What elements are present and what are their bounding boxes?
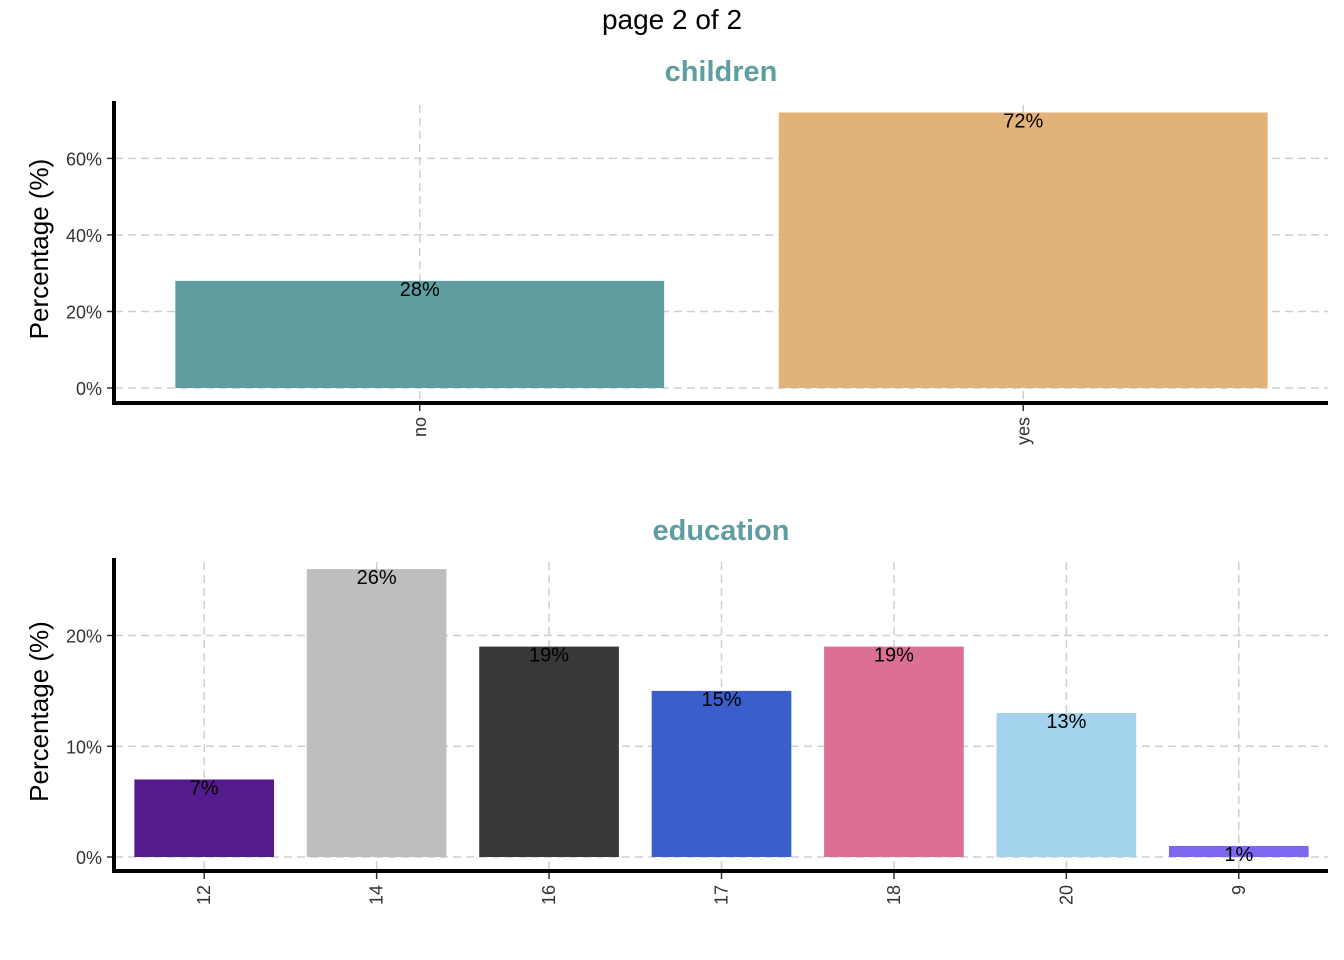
- bar-no: [175, 280, 665, 388]
- data-label-12: 7%: [190, 777, 219, 799]
- data-label-20: 13%: [1046, 711, 1086, 733]
- page-title: page 2 of 2: [601, 4, 743, 35]
- bar-17: [651, 690, 792, 857]
- y-axis-title: Percentage (%): [24, 159, 54, 340]
- y-tick-label: 20%: [66, 302, 102, 322]
- y-tick-label: 0%: [76, 848, 102, 868]
- y-tick-label: 20%: [66, 627, 102, 647]
- data-label-16: 19%: [529, 645, 569, 667]
- x-tick-label-12: 12: [194, 885, 214, 905]
- bar-16: [479, 646, 619, 857]
- x-tick-label-20: 20: [1056, 885, 1076, 905]
- x-tick-label-14: 14: [367, 885, 387, 905]
- x-tick-label-16: 16: [539, 885, 559, 905]
- x-tick-label-17: 17: [712, 885, 732, 905]
- x-tick-label-9: 9: [1229, 885, 1249, 895]
- data-label-18: 19%: [874, 645, 914, 667]
- bar-12: [134, 779, 275, 857]
- data-label-14: 26%: [357, 567, 397, 589]
- panel-title-children: children: [665, 56, 778, 88]
- bar-14: [306, 569, 447, 857]
- data-label-17: 15%: [701, 689, 741, 711]
- bar-20: [996, 713, 1137, 857]
- bar-yes: [778, 112, 1268, 388]
- y-tick-label: 0%: [76, 379, 102, 399]
- y-tick-label: 40%: [66, 226, 102, 246]
- x-tick-label-yes: yes: [1013, 417, 1033, 445]
- data-label-no: 28%: [400, 279, 440, 301]
- bar-18: [824, 646, 964, 857]
- x-tick-label-no: no: [410, 417, 430, 437]
- education-panel: education 7% 26% 19% 15% 19% 13% 1% 0% 10% 20% 12 14…: [24, 515, 1328, 905]
- axis-lines: [112, 101, 1328, 405]
- y-tick-label: 10%: [66, 737, 102, 757]
- bar-9: [1168, 845, 1309, 857]
- panel-title-education: education: [653, 515, 790, 547]
- axis-lines: [112, 558, 1328, 873]
- data-label-yes: 72%: [1003, 110, 1043, 132]
- y-axis-title: Percentage (%): [24, 621, 54, 802]
- y-tick-label: 60%: [66, 149, 102, 169]
- data-label-9: 1%: [1224, 844, 1253, 866]
- x-tick-label-18: 18: [884, 885, 904, 905]
- children-panel: children 28% 72% 0% 20% 40% 60% no yes Percentage…: [24, 56, 1328, 445]
